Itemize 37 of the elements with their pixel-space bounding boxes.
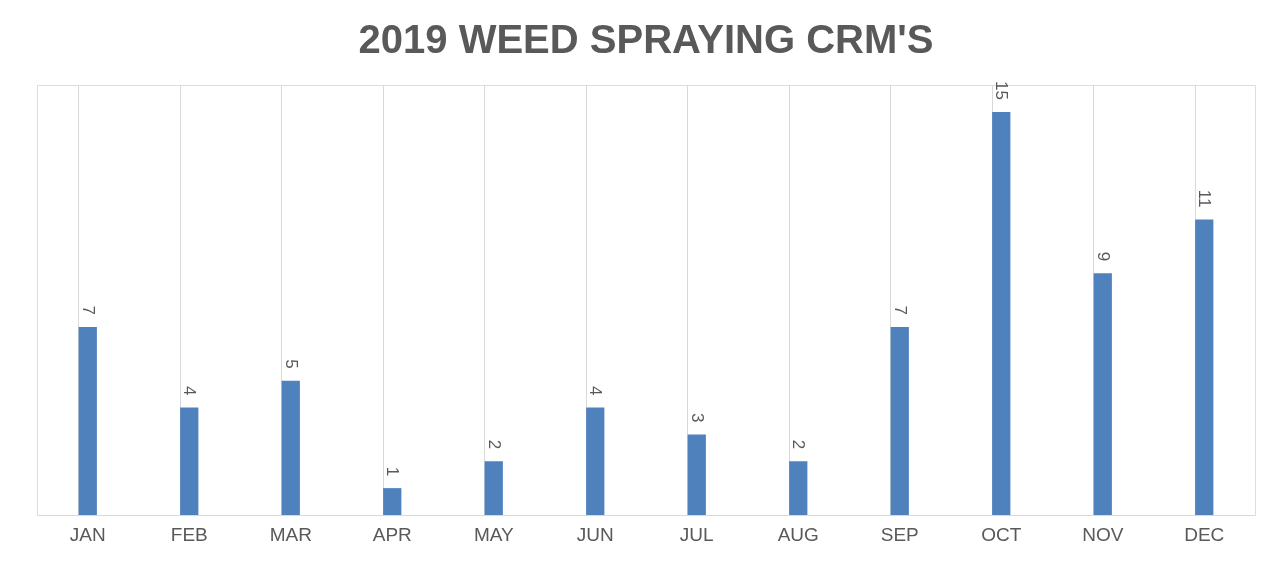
bar: [281, 380, 300, 515]
x-tick-label: FEB: [170, 523, 208, 545]
data-label: 4: [180, 386, 200, 396]
data-label: 7: [78, 305, 98, 315]
bar: [1195, 219, 1214, 515]
data-label: 15: [992, 80, 1012, 100]
bar: [383, 488, 402, 515]
bar: [484, 461, 503, 515]
data-label: 2: [789, 439, 809, 450]
chart-title: 2019 WEED SPRAYING CRM'S: [358, 16, 934, 61]
x-tick-label: MAY: [473, 523, 514, 545]
x-tick-label: JUN: [576, 523, 614, 545]
bar: [789, 461, 808, 515]
data-label: 1: [383, 466, 403, 477]
data-label: 11: [1195, 189, 1215, 208]
bar: [992, 111, 1011, 515]
x-tick-label: SEP: [880, 523, 919, 545]
x-tick-label: DEC: [1184, 523, 1225, 545]
bar: [890, 326, 909, 515]
bar: [586, 407, 605, 515]
bar: [1093, 273, 1112, 515]
data-label: 2: [484, 439, 504, 450]
data-label: 4: [586, 386, 606, 396]
data-label: 9: [1093, 251, 1113, 262]
data-label: 7: [890, 305, 910, 315]
x-tick-label: OCT: [981, 523, 1022, 545]
x-tick-label: MAR: [269, 523, 312, 545]
x-tick-label: JAN: [69, 523, 106, 545]
x-tick-label: AUG: [777, 523, 819, 545]
x-tick-label: NOV: [1082, 523, 1124, 545]
x-tick-label: JUL: [679, 523, 714, 545]
data-label: 5: [281, 359, 301, 369]
x-tick-label: APR: [372, 523, 412, 545]
data-label: 3: [687, 412, 707, 423]
bar: [78, 326, 97, 515]
bar: [687, 434, 706, 515]
bar: [180, 407, 199, 515]
